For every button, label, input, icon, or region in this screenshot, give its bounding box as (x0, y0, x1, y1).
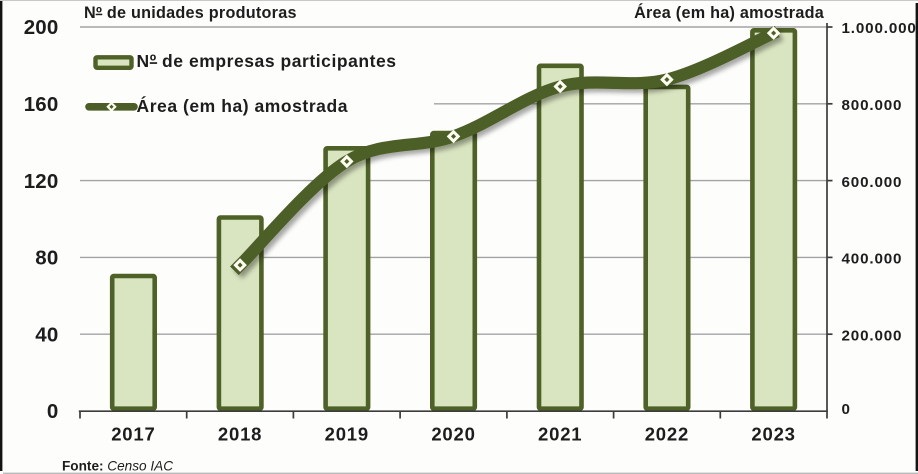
svg-text:2022: 2022 (645, 424, 689, 445)
svg-text:80: 80 (35, 247, 58, 270)
svg-text:2018: 2018 (218, 424, 262, 445)
svg-text:400.000: 400.000 (842, 251, 903, 268)
svg-text:600.000: 600.000 (842, 174, 903, 191)
svg-text:2019: 2019 (325, 424, 369, 445)
svg-text:Nº de empresas participantes: Nº de empresas participantes (137, 51, 397, 71)
svg-text:Área (em ha) amostrada: Área (em ha) amostrada (634, 3, 825, 22)
svg-text:800.000: 800.000 (842, 97, 903, 114)
svg-text:1.000.000: 1.000.000 (842, 20, 917, 37)
svg-text:0: 0 (842, 401, 851, 418)
svg-text:2017: 2017 (111, 424, 155, 445)
svg-text:Nº de unidades produtoras: Nº de unidades produtoras (84, 4, 297, 22)
svg-text:160: 160 (24, 93, 59, 116)
svg-text:0: 0 (47, 400, 59, 423)
svg-text:2020: 2020 (431, 424, 475, 445)
svg-text:200.000: 200.000 (842, 327, 903, 344)
svg-text:40: 40 (35, 323, 58, 346)
svg-text:Área (em ha) amostrada: Área (em ha) amostrada (137, 95, 348, 116)
svg-text:2023: 2023 (751, 424, 795, 445)
svg-text:Fonte: Censo IAC: Fonte: Censo IAC (62, 459, 173, 474)
svg-text:200: 200 (24, 16, 59, 39)
svg-text:120: 120 (24, 170, 59, 193)
svg-text:2021: 2021 (538, 424, 582, 445)
